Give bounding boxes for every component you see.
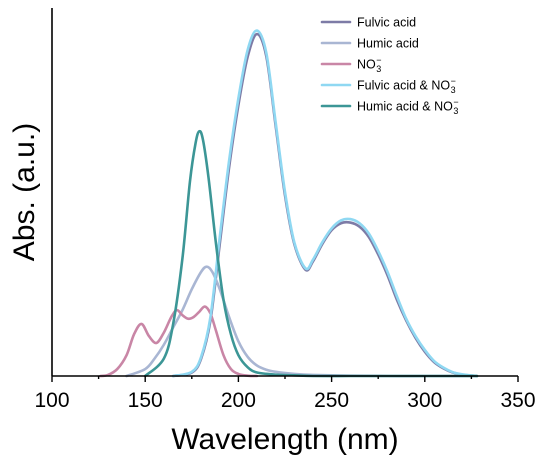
- legend-superscript: −: [453, 97, 458, 107]
- series-line-humic-acid-and-no3: [143, 129, 479, 378]
- y-axis-title: Abs. (a.u.): [8, 123, 41, 261]
- series-line-fulvic-acid-and-no3: [171, 29, 479, 378]
- x-tick-label: 350: [500, 389, 535, 412]
- legend-superscript: −: [376, 55, 381, 65]
- legend-subscript: 3: [376, 64, 381, 74]
- x-tick-label: 250: [314, 389, 349, 412]
- x-tick-label: 300: [407, 389, 442, 412]
- legend: Fulvic acid Humic acid NO3− Fulvic acid & N…: [320, 16, 459, 116]
- legend-label-humic-acid-and-no3: Humic acid & NO3−: [357, 97, 459, 116]
- x-tick-label: 100: [34, 389, 69, 412]
- legend-label-fulvic-acid-and-no3: Fulvic acid & NO3−: [357, 76, 456, 95]
- legend-label-humic-acid: Humic acid: [357, 37, 419, 51]
- x-tick-label: 150: [128, 389, 163, 412]
- x-tick-label: 200: [221, 389, 256, 412]
- legend-label-no3: NO3−: [357, 55, 382, 74]
- legend-label-fulvic-acid: Fulvic acid: [357, 16, 416, 30]
- legend-subscript: 3: [453, 106, 458, 116]
- x-axis-title: Wavelength (nm): [171, 423, 398, 456]
- axes-layer: 100 150 200 250 300 350: [34, 8, 536, 412]
- series-layer: [99, 29, 479, 378]
- series-line-no3: [99, 305, 259, 378]
- legend-superscript: −: [451, 76, 456, 86]
- legend-subscript: 3: [451, 85, 456, 95]
